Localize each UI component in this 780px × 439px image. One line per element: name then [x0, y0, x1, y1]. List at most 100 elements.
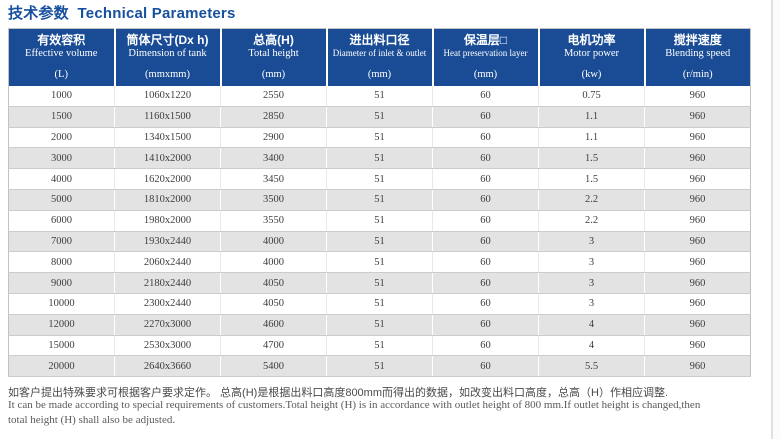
table-header: 有效容积 Effective volume (L) 筒体尺寸(Dx h) Dim… [8, 28, 751, 86]
cell: 960 [644, 210, 751, 232]
table-row: 7000 1930x2440 4000 51 60 3 960 [8, 231, 751, 253]
cell: 8000 [8, 251, 115, 274]
cell: 960 [644, 168, 751, 190]
footnote-zh: 如客户提出特殊要求可根据客户要求定作。 总高(H)是根据出料口高度800mm而得… [8, 387, 669, 399]
cell: 51 [326, 106, 433, 128]
col-header-en: Total height [248, 48, 299, 59]
cell: 4700 [220, 335, 327, 357]
table-row: 4000 1620x2000 3450 51 60 1.5 960 [8, 168, 751, 190]
cell: 51 [326, 314, 433, 336]
cell: 960 [644, 106, 751, 128]
cell: 3500 [220, 189, 327, 211]
cell: 960 [644, 272, 751, 294]
cell: 3 [538, 272, 645, 294]
col-header-zh: 有效容积 [37, 33, 86, 47]
col-header-zh: 进出料口径 [349, 33, 410, 47]
cell: 51 [326, 168, 433, 190]
cell: 2.2 [538, 189, 645, 211]
cell: 51 [326, 127, 433, 149]
col-header-unit: (mmxmm) [145, 69, 190, 80]
cell: 1980x2000 [114, 210, 221, 232]
col-header-blending-speed: 搅拌速度 Blending speed (r/min) [644, 28, 751, 86]
cell: 60 [432, 127, 539, 149]
cell: 4050 [220, 293, 327, 315]
col-header-inlet-outlet-diameter: 进出料口径 Diameter of inlet & outlet (mm) [326, 28, 434, 86]
cell: 1620x2000 [114, 168, 221, 190]
cell: 1160x1500 [114, 106, 221, 128]
cell: 51 [326, 210, 433, 232]
col-header-zh: 电机功率 [567, 33, 616, 47]
cell: 60 [432, 335, 539, 357]
cell: 1500 [8, 106, 115, 128]
cell: 960 [644, 231, 751, 253]
col-header-heat-preservation-layer: 保温层□ Heat preservation layer (mm) [432, 28, 540, 86]
cell: 60 [432, 210, 539, 232]
cell: 1340x1500 [114, 127, 221, 149]
cell: 1.1 [538, 106, 645, 128]
cell: 5000 [8, 189, 115, 211]
table-row: 15000 2530x3000 4700 51 60 4 960 [8, 335, 751, 357]
cell: 9000 [8, 272, 115, 294]
cell: 2000 [8, 127, 115, 149]
cell: 4050 [220, 272, 327, 294]
cell: 1.1 [538, 127, 645, 149]
cell: 4000 [220, 231, 327, 253]
cell: 960 [644, 314, 751, 336]
col-header-en: Diameter of inlet & outlet [332, 48, 427, 58]
col-header-zh: 保温层□ [463, 33, 508, 47]
cell: 20000 [8, 355, 115, 378]
col-header-zh: 搅拌速度 [673, 33, 722, 47]
table-row: 12000 2270x3000 4600 51 60 4 960 [8, 314, 751, 336]
footnote-en-line1: It can be made according to special requ… [8, 399, 701, 411]
table-row: 2000 1340x1500 2900 51 60 1.1 960 [8, 127, 751, 149]
col-header-en: Motor power [563, 48, 620, 59]
col-header-unit: (r/min) [682, 69, 713, 80]
cell: 1410x2000 [114, 147, 221, 170]
cell: 60 [432, 314, 539, 336]
cell: 60 [432, 86, 539, 107]
technical-parameters-table: 有效容积 Effective volume (L) 筒体尺寸(Dx h) Dim… [8, 28, 751, 378]
col-header-en: Heat preservation layer [443, 48, 528, 58]
cell: 3450 [220, 168, 327, 190]
cell: 7000 [8, 231, 115, 253]
cell: 0.75 [538, 86, 645, 107]
table-row: 9000 2180x2440 4050 51 60 3 960 [8, 272, 751, 294]
cell: 2270x3000 [114, 314, 221, 336]
table-row: 1000 1060x1220 2550 51 60 0.75 960 [8, 86, 751, 107]
cell: 60 [432, 106, 539, 128]
cell: 15000 [8, 335, 115, 357]
cell: 3000 [8, 147, 115, 170]
cell: 4 [538, 335, 645, 357]
footnote-en-line2: total height (H) shall also be adjusted. [8, 414, 176, 426]
col-header-tank-dimension: 筒体尺寸(Dx h) Dimension of tank (mmxmm) [114, 28, 222, 86]
page-title: 技术参数 Technical Parameters [8, 5, 236, 22]
cell: 2180x2440 [114, 272, 221, 294]
cell: 1000 [8, 86, 115, 107]
cell: 60 [432, 189, 539, 211]
cell: 960 [644, 251, 751, 274]
cell: 51 [326, 355, 433, 378]
cell: 4000 [8, 168, 115, 190]
cell: 6000 [8, 210, 115, 232]
table-row: 5000 1810x2000 3500 51 60 2.2 960 [8, 189, 751, 211]
page-edge-divider [771, 0, 773, 439]
cell: 60 [432, 355, 539, 378]
cell: 4000 [220, 251, 327, 274]
cell: 3400 [220, 147, 327, 170]
table-row: 1500 1160x1500 2850 51 60 1.1 960 [8, 106, 751, 128]
col-header-unit: (mm) [367, 69, 392, 80]
cell: 3550 [220, 210, 327, 232]
col-header-unit: (mm) [261, 69, 286, 80]
cell: 960 [644, 147, 751, 170]
cell: 51 [326, 147, 433, 170]
cell: 5400 [220, 355, 327, 378]
cell: 3 [538, 231, 645, 253]
cell: 2850 [220, 106, 327, 128]
cell: 2530x3000 [114, 335, 221, 357]
cell: 1930x2440 [114, 231, 221, 253]
page-edge-area [773, 0, 780, 439]
col-header-effective-volume: 有效容积 Effective volume (L) [8, 28, 116, 86]
table-row: 10000 2300x2440 4050 51 60 3 960 [8, 293, 751, 315]
col-header-zh: 总高(H) [253, 33, 294, 47]
